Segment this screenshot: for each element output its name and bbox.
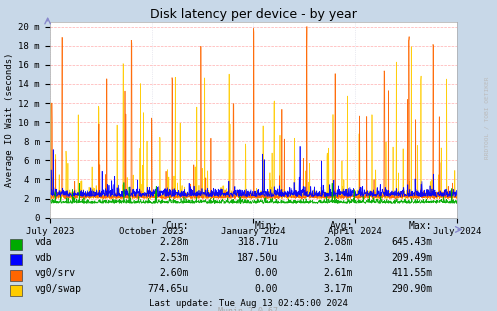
Text: 0.00: 0.00: [255, 268, 278, 278]
Text: RRDTOOL / TOBI OETIKER: RRDTOOL / TOBI OETIKER: [485, 77, 490, 160]
Text: 2.08m: 2.08m: [324, 237, 353, 247]
Text: 3.17m: 3.17m: [324, 284, 353, 294]
Text: 209.49m: 209.49m: [391, 253, 432, 263]
Text: 0.00: 0.00: [255, 284, 278, 294]
Text: 2.53m: 2.53m: [160, 253, 189, 263]
Y-axis label: Average IO Wait (seconds): Average IO Wait (seconds): [5, 53, 14, 187]
Text: 411.55m: 411.55m: [391, 268, 432, 278]
Text: 3.14m: 3.14m: [324, 253, 353, 263]
Text: 187.50u: 187.50u: [237, 253, 278, 263]
Text: vdb: vdb: [35, 253, 52, 263]
Text: vg0/swap: vg0/swap: [35, 284, 82, 294]
Text: Avg:: Avg:: [330, 220, 353, 230]
Text: 290.90m: 290.90m: [391, 284, 432, 294]
Text: Munin 2.0.67: Munin 2.0.67: [219, 307, 278, 311]
Text: 2.60m: 2.60m: [160, 268, 189, 278]
Text: vda: vda: [35, 237, 52, 247]
Text: 645.43m: 645.43m: [391, 237, 432, 247]
Text: Max:: Max:: [409, 220, 432, 230]
Text: 2.61m: 2.61m: [324, 268, 353, 278]
Text: 774.65u: 774.65u: [148, 284, 189, 294]
Text: Cur:: Cur:: [166, 220, 189, 230]
Text: vg0/srv: vg0/srv: [35, 268, 76, 278]
Text: Last update: Tue Aug 13 02:45:00 2024: Last update: Tue Aug 13 02:45:00 2024: [149, 299, 348, 308]
Text: Min:: Min:: [255, 220, 278, 230]
Text: 318.71u: 318.71u: [237, 237, 278, 247]
Title: Disk latency per device - by year: Disk latency per device - by year: [150, 7, 357, 21]
Text: 2.28m: 2.28m: [160, 237, 189, 247]
